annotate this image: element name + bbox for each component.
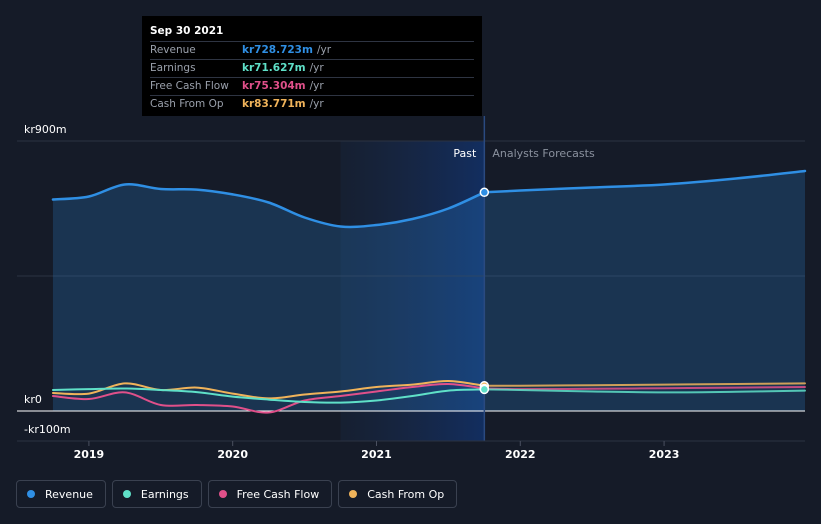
revenue-marker	[479, 187, 490, 198]
free-cash-flow-dot-icon	[218, 490, 227, 498]
revenue-line-past	[51, 183, 486, 229]
x-tick-label: 2023	[649, 448, 680, 461]
tooltip-label: Earnings	[150, 62, 196, 74]
legend: Revenue Earnings Free Cash Flow Cash Fro…	[16, 480, 458, 508]
tooltip-label: Cash From Op	[150, 98, 224, 110]
x-tick-label: 2022	[505, 448, 536, 461]
y-tick-label: kr0	[24, 393, 42, 406]
tooltip: Sep 30 2021 Revenue kr728.723m /yr Earni…	[142, 16, 482, 116]
tooltip-value: kr71.627m	[242, 62, 306, 74]
tooltip-unit: /yr	[309, 98, 324, 110]
y-tick-label: -kr100m	[24, 423, 71, 436]
past-highlight-band	[340, 141, 485, 441]
x-tick-label: 2020	[217, 448, 248, 461]
earnings-marker	[479, 384, 490, 395]
tooltip-row-free-cash-flow: Free Cash Flow kr75.304m /yr	[150, 77, 474, 95]
past-label: Past	[453, 147, 477, 160]
cash-from-op-line-past	[51, 379, 486, 400]
tooltip-value: kr83.771m	[242, 98, 306, 110]
revenue-dot-icon	[27, 490, 35, 498]
legend-label: Cash From Op	[367, 487, 445, 501]
forecast-label: Analysts Forecasts	[492, 147, 595, 160]
revenue-line-forecast	[483, 169, 807, 194]
tooltip-unit: /yr	[309, 80, 324, 92]
earnings-line-past	[51, 387, 486, 404]
tooltip-row-earnings: Earnings kr71.627m /yr	[150, 59, 474, 77]
tooltip-date: Sep 30 2021	[150, 25, 224, 37]
tooltip-label: Free Cash Flow	[150, 80, 229, 92]
tooltip-unit: /yr	[309, 62, 324, 74]
earnings-dot-icon	[122, 490, 131, 498]
revenue-area	[52, 171, 805, 411]
x-tick-label: 2021	[361, 448, 392, 461]
legend-label: Revenue	[45, 487, 93, 501]
tooltip-unit: /yr	[316, 44, 332, 56]
tooltip-row-revenue: Revenue kr728.723m /yr	[150, 41, 474, 59]
y-tick-label: kr900m	[24, 123, 67, 136]
free-cash-flow-line-past	[51, 382, 486, 414]
legend-item-earnings[interactable]: Earnings	[111, 480, 202, 508]
tooltip-label: Revenue	[150, 44, 196, 56]
cash-from-op-dot-icon	[349, 490, 358, 498]
tooltip-value: kr75.304m	[242, 80, 306, 92]
legend-label: Free Cash Flow	[236, 487, 320, 501]
legend-item-cash-from-op[interactable]: Cash From Op	[338, 480, 458, 508]
legend-item-free-cash-flow[interactable]: Free Cash Flow	[207, 480, 333, 508]
tooltip-value: kr728.723m	[242, 44, 313, 56]
legend-item-revenue[interactable]: Revenue	[16, 480, 106, 508]
cash-from-op-line-forecast	[483, 382, 806, 387]
legend-label: Earnings	[140, 487, 189, 501]
earnings-line-forecast	[483, 388, 806, 394]
x-tick-label: 2019	[74, 448, 105, 461]
tooltip-row-cash-from-op: Cash From Op kr83.771m /yr	[150, 95, 474, 113]
